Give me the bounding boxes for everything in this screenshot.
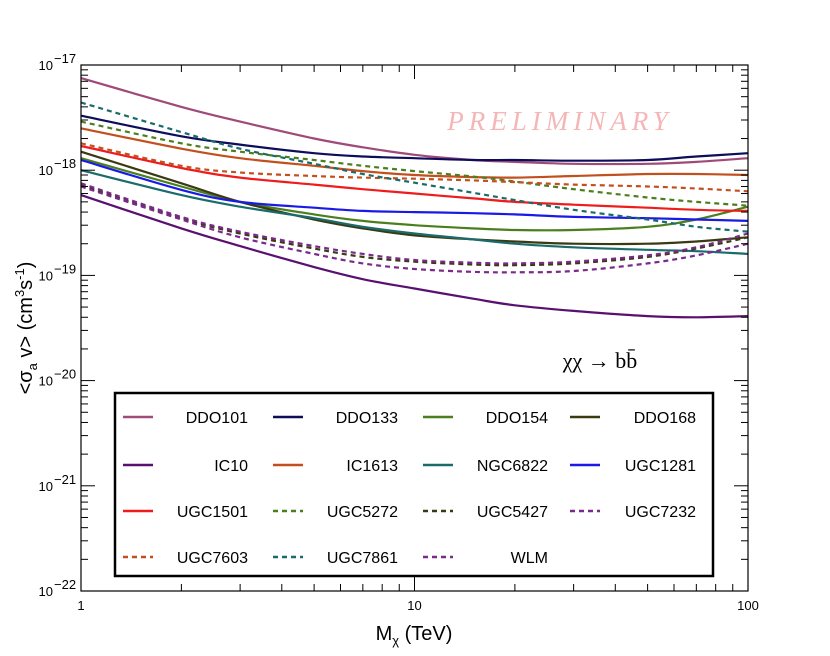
legend-label-ugc7603: UGC7603 — [177, 550, 248, 567]
series-line-ngc6822 — [80, 169, 749, 255]
y-tick-label: 10 — [39, 163, 53, 178]
series-line-ic1613 — [80, 127, 749, 179]
series-line-ddo101 — [80, 77, 749, 166]
y-tick-label: 10 — [39, 374, 53, 389]
y-axis-label: <σa v> (cm3s-1) — [12, 262, 40, 395]
legend-label-wlm: WLM — [511, 550, 548, 567]
series-line-wlm — [80, 185, 749, 274]
series-line-ddo168 — [80, 150, 749, 246]
series-group — [80, 77, 749, 319]
legend-label-ic10: IC10 — [214, 458, 248, 475]
legend: DDO101 DDO133 DDO154 DDO168 IC10 IC1613 NGC682… — [113, 391, 715, 578]
legend-label-ugc5272: UGC5272 — [327, 504, 398, 521]
series-line-ugc1281 — [80, 158, 749, 222]
annealing-channel-label: χχ → bb̄ — [562, 348, 638, 373]
series-line-ugc5427 — [80, 184, 749, 267]
y-tick-exponent: −22 — [54, 577, 76, 592]
y-tick-label: 10 — [39, 58, 53, 73]
legend-label-ugc5427: UGC5427 — [477, 504, 548, 521]
legend-label-ugc7861: UGC7861 — [327, 550, 398, 567]
x-axis-label: Mχ (TeV) — [376, 623, 453, 648]
series-line-ugc7603 — [80, 142, 749, 193]
series-line-ugc1501 — [80, 144, 749, 212]
y-tick-label: 10 — [39, 584, 53, 599]
y-tick-exponent: −20 — [54, 367, 76, 382]
x-tick-label: 100 — [737, 598, 759, 613]
x-tick-label: 10 — [407, 598, 421, 613]
legend-box — [113, 391, 715, 578]
series-line-ddo154 — [80, 157, 749, 232]
legend-label-ddo101: DDO101 — [186, 410, 248, 427]
legend-label-ugc1501: UGC1501 — [177, 504, 248, 521]
x-tick-label: 1 — [77, 598, 84, 613]
legend-label-ic1613: IC1613 — [346, 458, 398, 475]
y-tick-exponent: −17 — [54, 51, 76, 66]
legend-label-ddo133: DDO133 — [336, 410, 398, 427]
series-line-ddo133 — [80, 114, 749, 162]
y-tick-label: 10 — [39, 268, 53, 283]
legend-label-ngc6822: NGC6822 — [477, 458, 548, 475]
legend-label-ugc1281: UGC1281 — [625, 458, 696, 475]
y-tick-exponent: −21 — [54, 472, 76, 487]
legend-label-ugc7232: UGC7232 — [625, 504, 696, 521]
y-tick-label: 10 — [39, 479, 53, 494]
preliminary-watermark: PRELIMINARY — [446, 106, 673, 136]
series-line-ugc7861 — [80, 101, 749, 233]
legend-label-ddo168: DDO168 — [634, 410, 696, 427]
series-line-ic10 — [80, 194, 749, 319]
legend-label-ddo154: DDO154 — [486, 410, 548, 427]
y-tick-exponent: −18 — [54, 156, 76, 171]
y-tick-exponent: −19 — [54, 261, 76, 276]
series-line-ugc7232 — [80, 182, 749, 265]
